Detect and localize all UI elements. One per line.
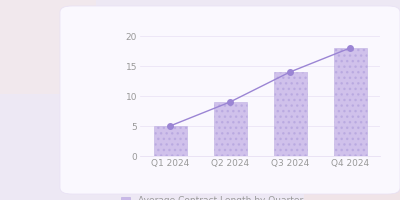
Legend: Average Contract Length by Quarter: Average Contract Length by Quarter [118,193,306,200]
FancyBboxPatch shape [60,6,400,194]
Bar [214,102,246,156]
Bar [274,72,306,156]
Bar [154,126,186,156]
FancyBboxPatch shape [304,106,400,200]
Bar [334,48,366,156]
FancyBboxPatch shape [0,0,96,94]
